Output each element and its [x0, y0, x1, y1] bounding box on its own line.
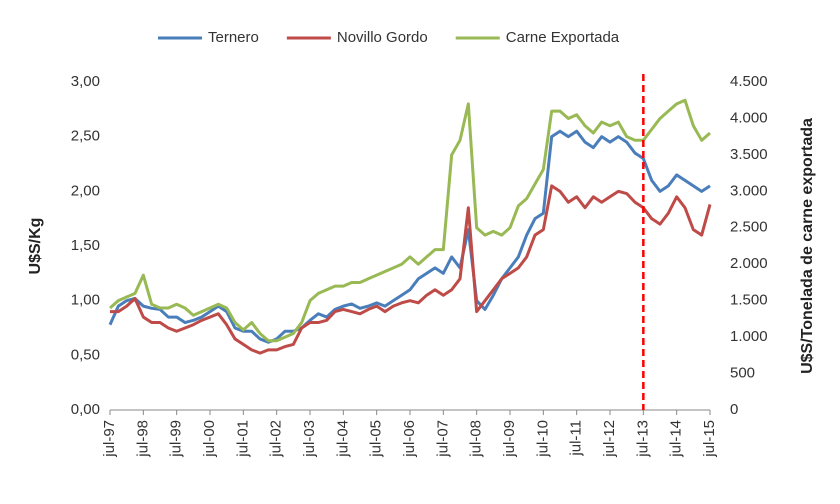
x-tick-label: jul-04: [334, 420, 351, 458]
tick-label: 500: [730, 365, 755, 382]
x-tick-label: jul-00: [201, 420, 218, 458]
x-tick-label: jul-09: [501, 420, 518, 458]
x-tick-label: jul-15: [701, 420, 718, 458]
x-tick-label: jul-01: [234, 420, 251, 458]
x-tick-label: jul-05: [368, 420, 385, 458]
x-tick-label: jul-97: [101, 420, 118, 458]
tick-label: 3.000: [730, 182, 768, 199]
tick-label: 4.000: [730, 109, 768, 126]
tick-label: 2,50: [71, 128, 100, 145]
tick-label: 2.500: [730, 219, 768, 236]
x-tick-label: jul-11: [568, 420, 585, 457]
x-tick-label: jul-13: [634, 420, 651, 458]
tick-label: 0,50: [71, 346, 100, 363]
tick-label: 3,00: [71, 73, 100, 90]
series-line: [109, 98, 711, 343]
legend-label: Ternero: [208, 29, 259, 46]
series-line: [108, 129, 711, 344]
legend-label: Novillo Gordo: [337, 29, 428, 46]
tick-label: 0: [730, 401, 738, 418]
x-tick-label: jul-99: [168, 420, 185, 458]
x-tick-label: jul-12: [601, 420, 618, 458]
tick-label: 1.500: [730, 292, 768, 309]
y2-axis-label: U$S/Tonelada de carne exportada: [799, 118, 816, 374]
x-tick-label: jul-10: [534, 420, 551, 458]
tick-label: 1.000: [730, 328, 768, 345]
y-axis-label: U$S/Kg: [27, 218, 44, 275]
tick-label: 3.500: [730, 146, 768, 163]
x-tick-label: jul-06: [401, 420, 418, 458]
x-tick-label: jul-03: [301, 420, 318, 458]
tick-label: 1,50: [71, 237, 100, 254]
legend-label: Carne Exportada: [506, 29, 620, 46]
tick-label: 0,00: [71, 401, 100, 418]
x-tick-label: jul-98: [134, 420, 151, 458]
x-tick-label: jul-08: [468, 420, 485, 458]
tick-label: 2,00: [71, 182, 100, 199]
tick-label: 4.500: [730, 73, 768, 90]
series-line: [110, 184, 712, 355]
x-tick-label: jul-14: [668, 420, 685, 458]
tick-label: 2.000: [730, 255, 768, 272]
tick-label: 1,00: [71, 292, 100, 309]
x-tick-label: jul-07: [434, 420, 451, 458]
x-tick-label: jul-02: [268, 420, 285, 458]
